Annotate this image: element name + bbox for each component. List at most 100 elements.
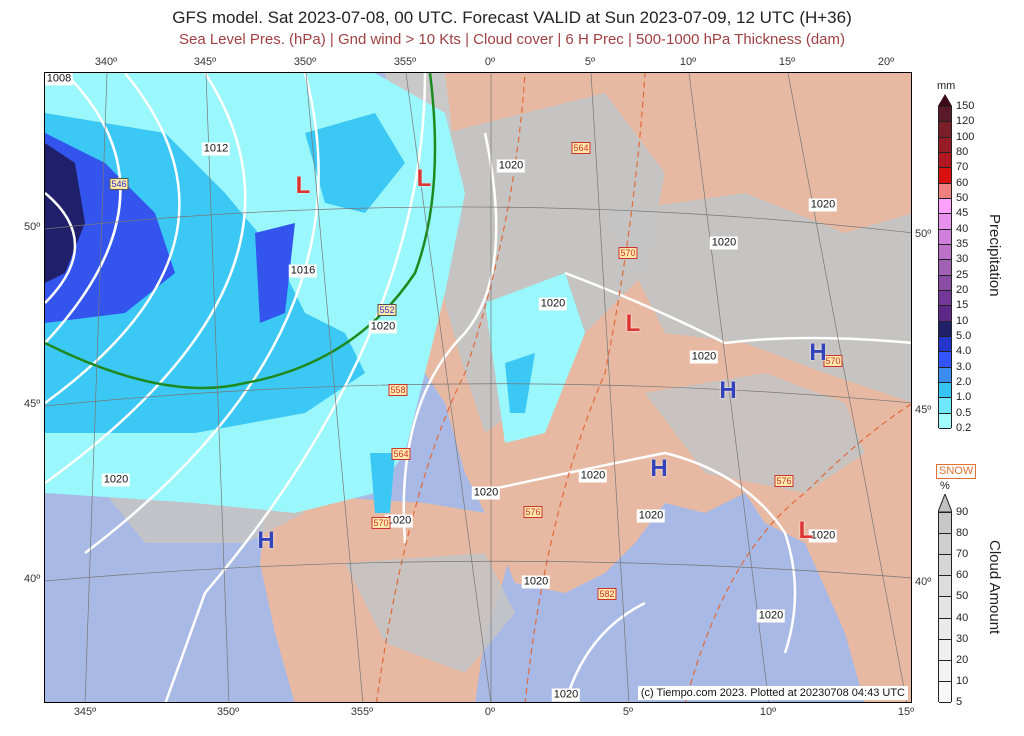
weather-map[interactable]: 1008 1012 1016 1020 1020 1020 1020 1020 …: [44, 72, 912, 703]
colorbar-swatch: [939, 137, 951, 153]
colorbar-label: 80: [956, 527, 969, 540]
colorbar-label: 45: [956, 207, 969, 220]
thickness-label: 576: [774, 475, 794, 487]
left-tick: 50º: [24, 221, 41, 233]
top-tick: 0º: [484, 56, 496, 68]
colorbar-label: 4.0: [956, 345, 972, 358]
colorbar-label: 80: [956, 146, 969, 158]
colorbar-swatch: [939, 198, 951, 215]
colorbar-swatch: [939, 152, 951, 169]
isobar-label: 1020: [521, 575, 551, 589]
top-tick: 10º: [679, 56, 697, 68]
colorbar-label: 25: [956, 268, 969, 281]
colorbar-label: 10: [956, 314, 969, 327]
isobar-label: 1020: [709, 236, 739, 250]
high-pressure-marker: H: [257, 527, 275, 554]
thickness-label: 558: [388, 384, 408, 396]
colorbar-swatch: [939, 290, 951, 307]
colorbar-label: 5: [956, 696, 963, 708]
isobar-label: 1020: [496, 159, 526, 173]
low-pressure-marker: L: [625, 310, 641, 337]
thickness-label: 582: [597, 588, 617, 600]
cloud-cover: [345, 553, 515, 673]
precip-title: Precipitation: [986, 214, 1003, 297]
isobar-label: 1016: [288, 264, 318, 278]
top-tick: 340º: [94, 56, 118, 68]
colorbar-label: 60: [956, 569, 969, 582]
bottom-tick: 355º: [350, 706, 374, 718]
isobar-label: 1008: [45, 72, 74, 86]
snow-label: SNOW: [936, 464, 977, 479]
low-pressure-marker: L: [295, 172, 311, 199]
colorbar-label: 20: [956, 284, 969, 296]
colorbar-swatch: [939, 534, 951, 556]
precip-arrow-icon: [938, 94, 952, 106]
colorbar-swatch: [939, 336, 951, 353]
isobar-label: 1020: [808, 529, 838, 543]
map-title: GFS model. Sat 2023-07-08, 00 UTC. Forec…: [172, 8, 852, 27]
colorbar-swatch: [939, 367, 951, 383]
left-tick: 40º: [24, 573, 41, 585]
thickness-label: 564: [391, 448, 411, 460]
colorbar-label: 120: [956, 115, 975, 128]
colorbar-swatch: [939, 122, 951, 138]
colorbar-label: 5.0: [956, 330, 972, 342]
colorbar-label: 90: [956, 506, 969, 518]
bottom-tick: 0º: [484, 706, 496, 718]
bottom-tick: 10º: [759, 706, 777, 718]
colorbar-swatch: [939, 382, 951, 399]
colorbar-swatch: [939, 260, 951, 276]
thickness-label: 570: [618, 247, 638, 259]
colorbar-swatch: [939, 321, 951, 337]
colorbar-label: 35: [956, 238, 969, 250]
right-tick: 50º: [915, 228, 932, 240]
isobar-label: 1020: [689, 350, 719, 364]
colorbar-label: 3.0: [956, 360, 972, 373]
cloud-arrow-icon: [938, 494, 952, 512]
isobar-label: 1020: [538, 297, 568, 311]
colorbar-swatch: [939, 168, 951, 184]
precip-unit: mm: [937, 80, 956, 92]
isobar-label: 1020: [578, 469, 608, 483]
precip-area: [255, 223, 295, 323]
high-pressure-marker: H: [719, 377, 737, 404]
left-tick: 45º: [24, 398, 41, 410]
cloud-cover: [645, 373, 865, 493]
freezing-line: [45, 73, 437, 390]
isobar-label: 1020: [101, 473, 131, 487]
colorbar-swatch: [939, 618, 951, 640]
colorbar-label: 0.2: [956, 422, 972, 434]
colorbar-swatch: [939, 555, 951, 577]
isobar-label: 1020: [471, 486, 501, 500]
thickness-label: 570: [823, 355, 843, 367]
isobar-label: 1020: [551, 688, 581, 702]
colorbar-label: 1.0: [956, 391, 972, 404]
top-tick: 350º: [293, 56, 317, 68]
credit-text: (c) Tiempo.com 2023. Plotted at 20230708…: [637, 686, 908, 700]
map-subtitle: Sea Level Pres. (hPa) | Gnd wind > 10 Kt…: [178, 31, 846, 48]
cloud-colorbar: [938, 512, 952, 703]
colorbar-swatch: [939, 244, 951, 261]
thickness-label: 552: [377, 304, 397, 316]
precip-area: [505, 353, 535, 413]
precip-area: [305, 113, 405, 213]
top-tick: 15º: [778, 56, 796, 68]
colorbar-swatch: [939, 597, 951, 619]
cloud-unit: %: [940, 480, 950, 492]
top-tick: 5º: [584, 56, 596, 68]
top-tick: 345º: [193, 56, 217, 68]
colorbar-swatch: [939, 513, 951, 535]
right-tick: 40º: [915, 576, 932, 588]
colorbar-label: 150: [956, 100, 975, 112]
precip-colorbar: [938, 106, 952, 429]
high-pressure-marker: H: [650, 455, 668, 482]
colorbar-swatch: [939, 306, 951, 322]
isobar-lines: [45, 73, 911, 702]
colorbar-label: 60: [956, 176, 969, 189]
colorbar-swatch: [939, 681, 951, 703]
isobar-label: 1020: [384, 514, 414, 528]
colorbar-label: 10: [956, 674, 969, 687]
graticule: [45, 73, 911, 702]
precip-area: [370, 453, 395, 513]
colorbar-swatch: [939, 413, 951, 429]
